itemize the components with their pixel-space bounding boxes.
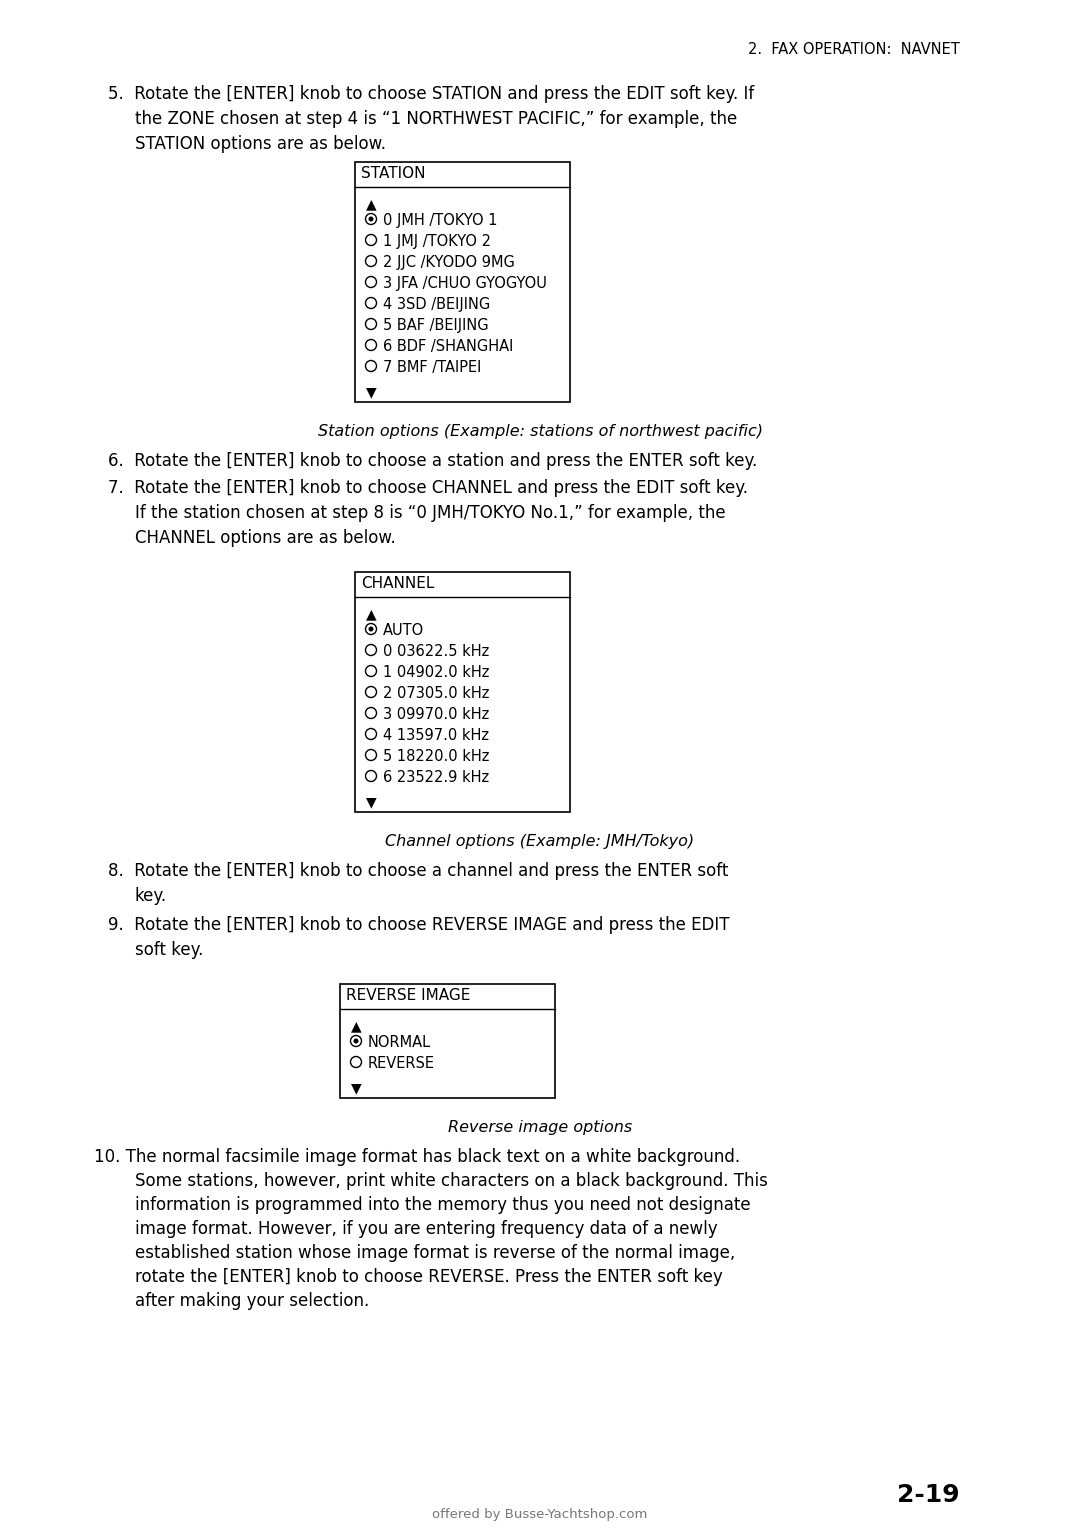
Text: 5 18220.0 kHz: 5 18220.0 kHz <box>383 749 489 764</box>
Text: offered by Busse-Yachtshop.com: offered by Busse-Yachtshop.com <box>432 1508 648 1520</box>
Text: 2 JJC /KYODO 9MG: 2 JJC /KYODO 9MG <box>383 255 515 270</box>
Text: 6 BDF /SHANGHAI: 6 BDF /SHANGHAI <box>383 339 513 354</box>
Text: If the station chosen at step 8 is “0 JMH/TOKYO No.1,” for example, the: If the station chosen at step 8 is “0 JM… <box>135 504 726 523</box>
Text: soft key.: soft key. <box>135 941 203 960</box>
Text: 6 23522.9 kHz: 6 23522.9 kHz <box>383 770 489 785</box>
Text: 10. The normal facsimile image format has black text on a white background.: 10. The normal facsimile image format ha… <box>94 1148 740 1166</box>
Text: ▲: ▲ <box>366 607 376 620</box>
Text: REVERSE IMAGE: REVERSE IMAGE <box>346 989 471 1002</box>
Text: AUTO: AUTO <box>383 623 424 639</box>
Text: ▼: ▼ <box>351 1080 362 1096</box>
Text: ▼: ▼ <box>366 795 376 808</box>
Text: 4 13597.0 kHz: 4 13597.0 kHz <box>383 727 489 743</box>
Text: 8.  Rotate the [ENTER] knob to choose a channel and press the ENTER soft: 8. Rotate the [ENTER] knob to choose a c… <box>108 862 728 880</box>
Text: STATION: STATION <box>361 167 426 180</box>
Text: 2-19: 2-19 <box>897 1484 960 1507</box>
Bar <box>340 984 555 1099</box>
Text: 7 BMF /TAIPEI: 7 BMF /TAIPEI <box>383 361 482 374</box>
Circle shape <box>369 217 373 222</box>
Text: 1 JMJ /TOKYO 2: 1 JMJ /TOKYO 2 <box>383 234 491 249</box>
Text: established station whose image format is reverse of the normal image,: established station whose image format i… <box>135 1244 735 1262</box>
Text: 2.  FAX OPERATION:  NAVNET: 2. FAX OPERATION: NAVNET <box>748 41 960 57</box>
Text: Some stations, however, print white characters on a black background. This: Some stations, however, print white char… <box>135 1172 768 1190</box>
Text: REVERSE: REVERSE <box>368 1056 435 1071</box>
Text: rotate the [ENTER] knob to choose REVERSE. Press the ENTER soft key: rotate the [ENTER] knob to choose REVERS… <box>135 1268 723 1287</box>
Circle shape <box>369 626 373 631</box>
Text: 5 BAF /BEIJING: 5 BAF /BEIJING <box>383 318 488 333</box>
Text: Reverse image options: Reverse image options <box>448 1120 632 1135</box>
Text: NORMAL: NORMAL <box>368 1034 431 1050</box>
Text: 3 09970.0 kHz: 3 09970.0 kHz <box>383 707 489 723</box>
Text: after making your selection.: after making your selection. <box>135 1293 369 1309</box>
Text: Station options (Example: stations of northwest pacific): Station options (Example: stations of no… <box>318 423 762 439</box>
Text: 5.  Rotate the [ENTER] knob to choose STATION and press the EDIT soft key. If: 5. Rotate the [ENTER] knob to choose STA… <box>108 86 754 102</box>
Text: 6.  Rotate the [ENTER] knob to choose a station and press the ENTER soft key.: 6. Rotate the [ENTER] knob to choose a s… <box>108 452 757 471</box>
Text: ▼: ▼ <box>366 385 376 399</box>
Text: CHANNEL: CHANNEL <box>361 576 434 591</box>
Text: 0 03622.5 kHz: 0 03622.5 kHz <box>383 643 489 659</box>
Text: 3 JFA /CHUO GYOGYOU: 3 JFA /CHUO GYOGYOU <box>383 277 546 290</box>
Text: STATION options are as below.: STATION options are as below. <box>135 134 386 153</box>
Circle shape <box>354 1039 357 1042</box>
Text: 0 JMH /TOKYO 1: 0 JMH /TOKYO 1 <box>383 212 498 228</box>
Text: Channel options (Example: JMH/Tokyo): Channel options (Example: JMH/Tokyo) <box>386 834 694 850</box>
Bar <box>355 162 570 402</box>
Text: image format. However, if you are entering frequency data of a newly: image format. However, if you are enteri… <box>135 1219 717 1238</box>
Text: CHANNEL options are as below.: CHANNEL options are as below. <box>135 529 395 547</box>
Text: information is programmed into the memory thus you need not designate: information is programmed into the memor… <box>135 1196 751 1215</box>
Text: 1 04902.0 kHz: 1 04902.0 kHz <box>383 665 489 680</box>
Text: the ZONE chosen at step 4 is “1 NORTHWEST PACIFIC,” for example, the: the ZONE chosen at step 4 is “1 NORTHWES… <box>135 110 738 128</box>
Text: ▲: ▲ <box>366 197 376 211</box>
Text: key.: key. <box>135 886 167 905</box>
Bar <box>355 571 570 811</box>
Text: 2 07305.0 kHz: 2 07305.0 kHz <box>383 686 489 701</box>
Text: ▲: ▲ <box>351 1019 362 1033</box>
Text: 4 3SD /BEIJING: 4 3SD /BEIJING <box>383 296 490 312</box>
Text: 9.  Rotate the [ENTER] knob to choose REVERSE IMAGE and press the EDIT: 9. Rotate the [ENTER] knob to choose REV… <box>108 915 729 934</box>
Text: 7.  Rotate the [ENTER] knob to choose CHANNEL and press the EDIT soft key.: 7. Rotate the [ENTER] knob to choose CHA… <box>108 478 748 497</box>
